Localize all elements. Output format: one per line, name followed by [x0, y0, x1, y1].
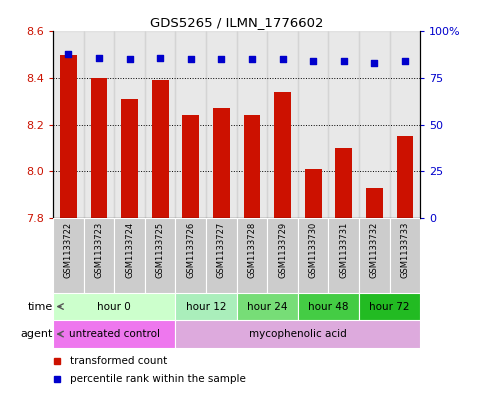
Bar [267, 31, 298, 218]
Text: hour 48: hour 48 [308, 301, 349, 312]
Bar [175, 31, 206, 218]
Bar [206, 218, 237, 293]
Bar [175, 293, 237, 320]
Bar [305, 169, 322, 218]
Bar [328, 218, 359, 293]
Text: GSM1133727: GSM1133727 [217, 222, 226, 278]
Text: hour 72: hour 72 [369, 301, 410, 312]
Point [217, 56, 225, 62]
Text: transformed count: transformed count [70, 356, 167, 366]
Point [401, 58, 409, 64]
Title: GDS5265 / ILMN_1776602: GDS5265 / ILMN_1776602 [150, 16, 324, 29]
Text: GSM1133728: GSM1133728 [247, 222, 256, 278]
Point [187, 56, 195, 62]
Point [156, 54, 164, 61]
Text: GSM1133729: GSM1133729 [278, 222, 287, 278]
Bar [213, 108, 230, 218]
Text: percentile rank within the sample: percentile rank within the sample [70, 374, 245, 384]
Point [309, 58, 317, 64]
Text: GSM1133726: GSM1133726 [186, 222, 195, 278]
Text: agent: agent [21, 329, 53, 339]
Bar [152, 81, 169, 218]
Point [65, 51, 72, 57]
Bar [175, 320, 420, 348]
Bar [121, 99, 138, 218]
Point [126, 56, 133, 62]
Bar [359, 31, 390, 218]
Text: GSM1133725: GSM1133725 [156, 222, 165, 278]
Bar [53, 31, 84, 218]
Bar [183, 116, 199, 218]
Text: time: time [28, 301, 53, 312]
Bar [298, 293, 359, 320]
Point [340, 58, 348, 64]
Bar [114, 218, 145, 293]
Point [95, 54, 103, 61]
Bar [60, 55, 77, 218]
Bar [145, 31, 175, 218]
Bar [298, 31, 328, 218]
Bar [298, 218, 328, 293]
Bar [114, 31, 145, 218]
Bar [390, 31, 420, 218]
Bar [274, 92, 291, 218]
Bar [390, 218, 420, 293]
Bar [237, 218, 267, 293]
Bar [397, 136, 413, 218]
Point [248, 56, 256, 62]
Bar [328, 31, 359, 218]
Text: GSM1133723: GSM1133723 [95, 222, 103, 278]
Bar [335, 148, 352, 218]
Text: GSM1133731: GSM1133731 [339, 222, 348, 278]
Text: GSM1133730: GSM1133730 [309, 222, 318, 278]
Bar [359, 218, 390, 293]
Text: untreated control: untreated control [69, 329, 160, 339]
Text: GSM1133722: GSM1133722 [64, 222, 73, 278]
Bar [359, 293, 420, 320]
Bar [91, 78, 107, 218]
Bar [53, 320, 175, 348]
Bar [237, 293, 298, 320]
Point [279, 56, 286, 62]
Bar [175, 218, 206, 293]
Bar [53, 293, 175, 320]
Text: hour 0: hour 0 [98, 301, 131, 312]
Text: mycophenolic acid: mycophenolic acid [249, 329, 347, 339]
Bar [366, 188, 383, 218]
Text: GSM1133724: GSM1133724 [125, 222, 134, 278]
Text: hour 24: hour 24 [247, 301, 287, 312]
Text: GSM1133733: GSM1133733 [400, 222, 410, 278]
Text: hour 12: hour 12 [186, 301, 227, 312]
Bar [84, 218, 114, 293]
Bar [145, 218, 175, 293]
Point [370, 60, 378, 66]
Bar [53, 218, 84, 293]
Bar [267, 218, 298, 293]
Bar [84, 31, 114, 218]
Text: GSM1133732: GSM1133732 [370, 222, 379, 278]
Bar [243, 116, 260, 218]
Bar [206, 31, 237, 218]
Bar [237, 31, 267, 218]
